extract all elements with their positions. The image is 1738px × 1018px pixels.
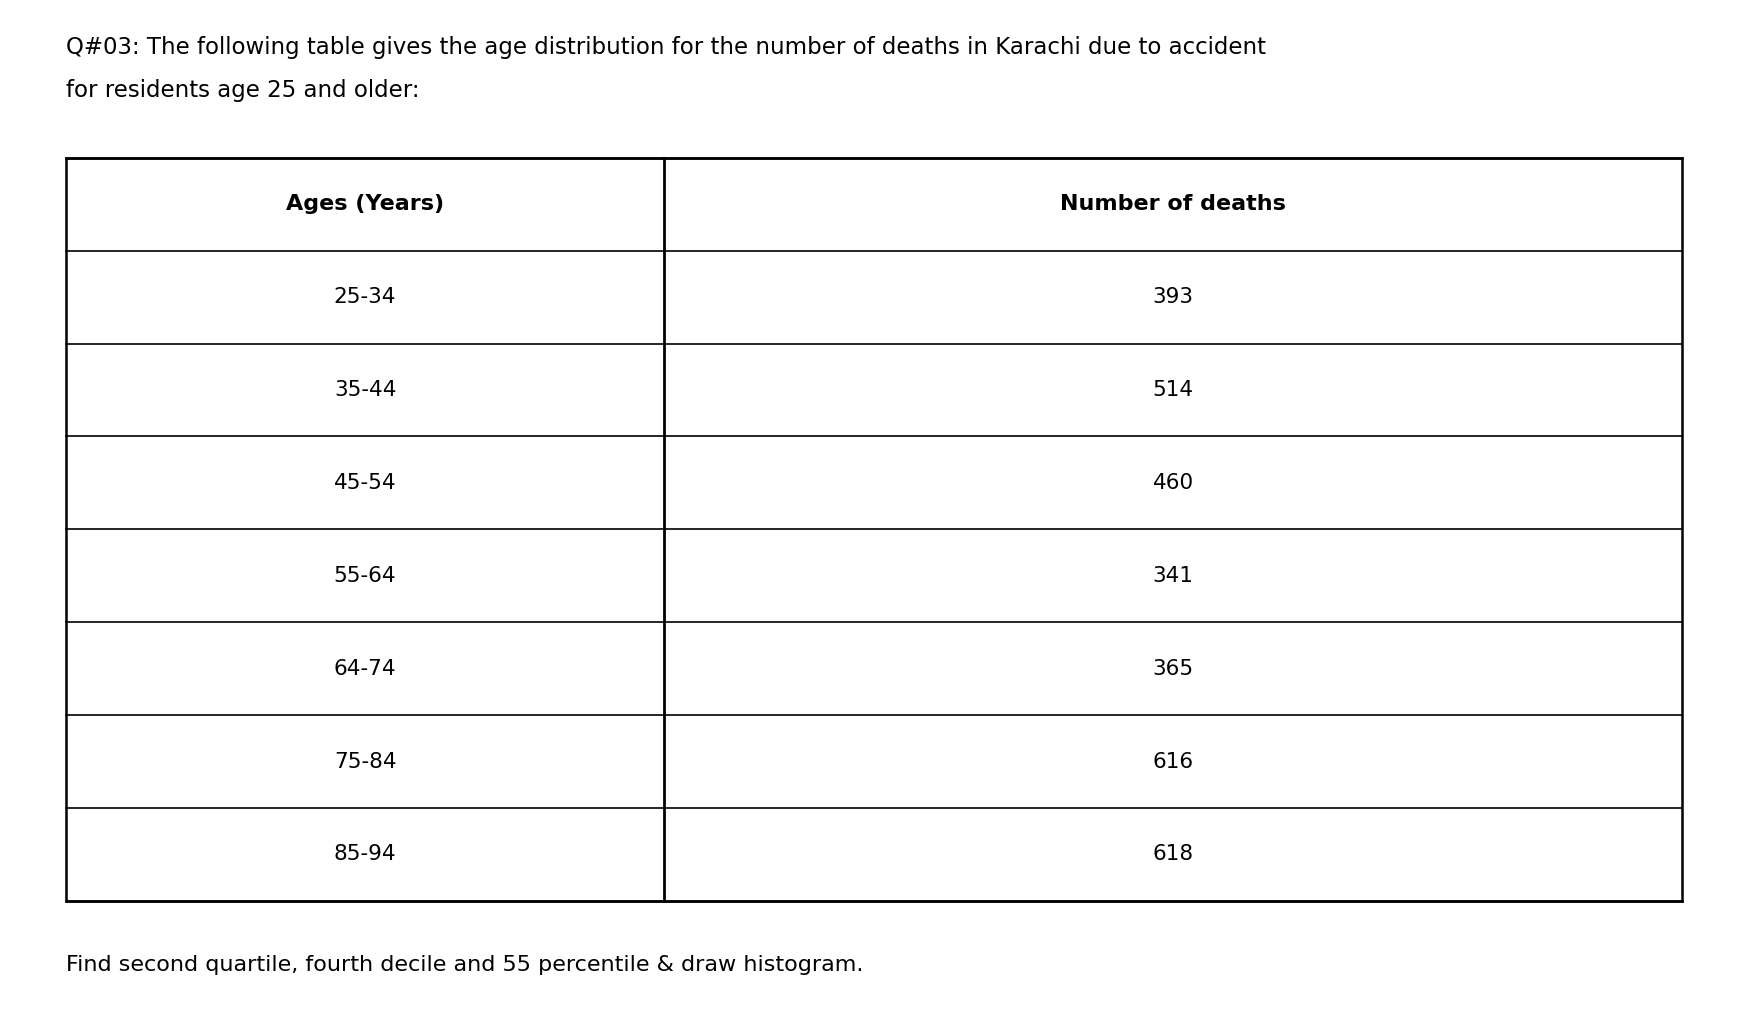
Text: 85-94: 85-94	[334, 845, 396, 864]
Text: 460: 460	[1152, 473, 1194, 493]
Text: 64-74: 64-74	[334, 659, 396, 679]
Text: 514: 514	[1152, 380, 1194, 400]
Text: Number of deaths: Number of deaths	[1060, 194, 1286, 214]
Text: 55-64: 55-64	[334, 566, 396, 585]
Text: 75-84: 75-84	[334, 751, 396, 772]
Text: 616: 616	[1152, 751, 1194, 772]
Text: 341: 341	[1152, 566, 1194, 585]
Text: Q#03: The following table gives the age distribution for the number of deaths in: Q#03: The following table gives the age …	[66, 36, 1265, 59]
Text: 365: 365	[1152, 659, 1194, 679]
Text: 618: 618	[1152, 845, 1194, 864]
Text: for residents age 25 and older:: for residents age 25 and older:	[66, 79, 419, 103]
Text: Ages (Years): Ages (Years)	[287, 194, 445, 214]
Text: 35-44: 35-44	[334, 380, 396, 400]
Text: 45-54: 45-54	[334, 473, 396, 493]
Text: 393: 393	[1152, 287, 1194, 307]
Text: Find second quartile, fourth decile and 55 percentile & draw histogram.: Find second quartile, fourth decile and …	[66, 955, 864, 975]
Text: 25-34: 25-34	[334, 287, 396, 307]
Bar	[66, 158, 1682, 901]
